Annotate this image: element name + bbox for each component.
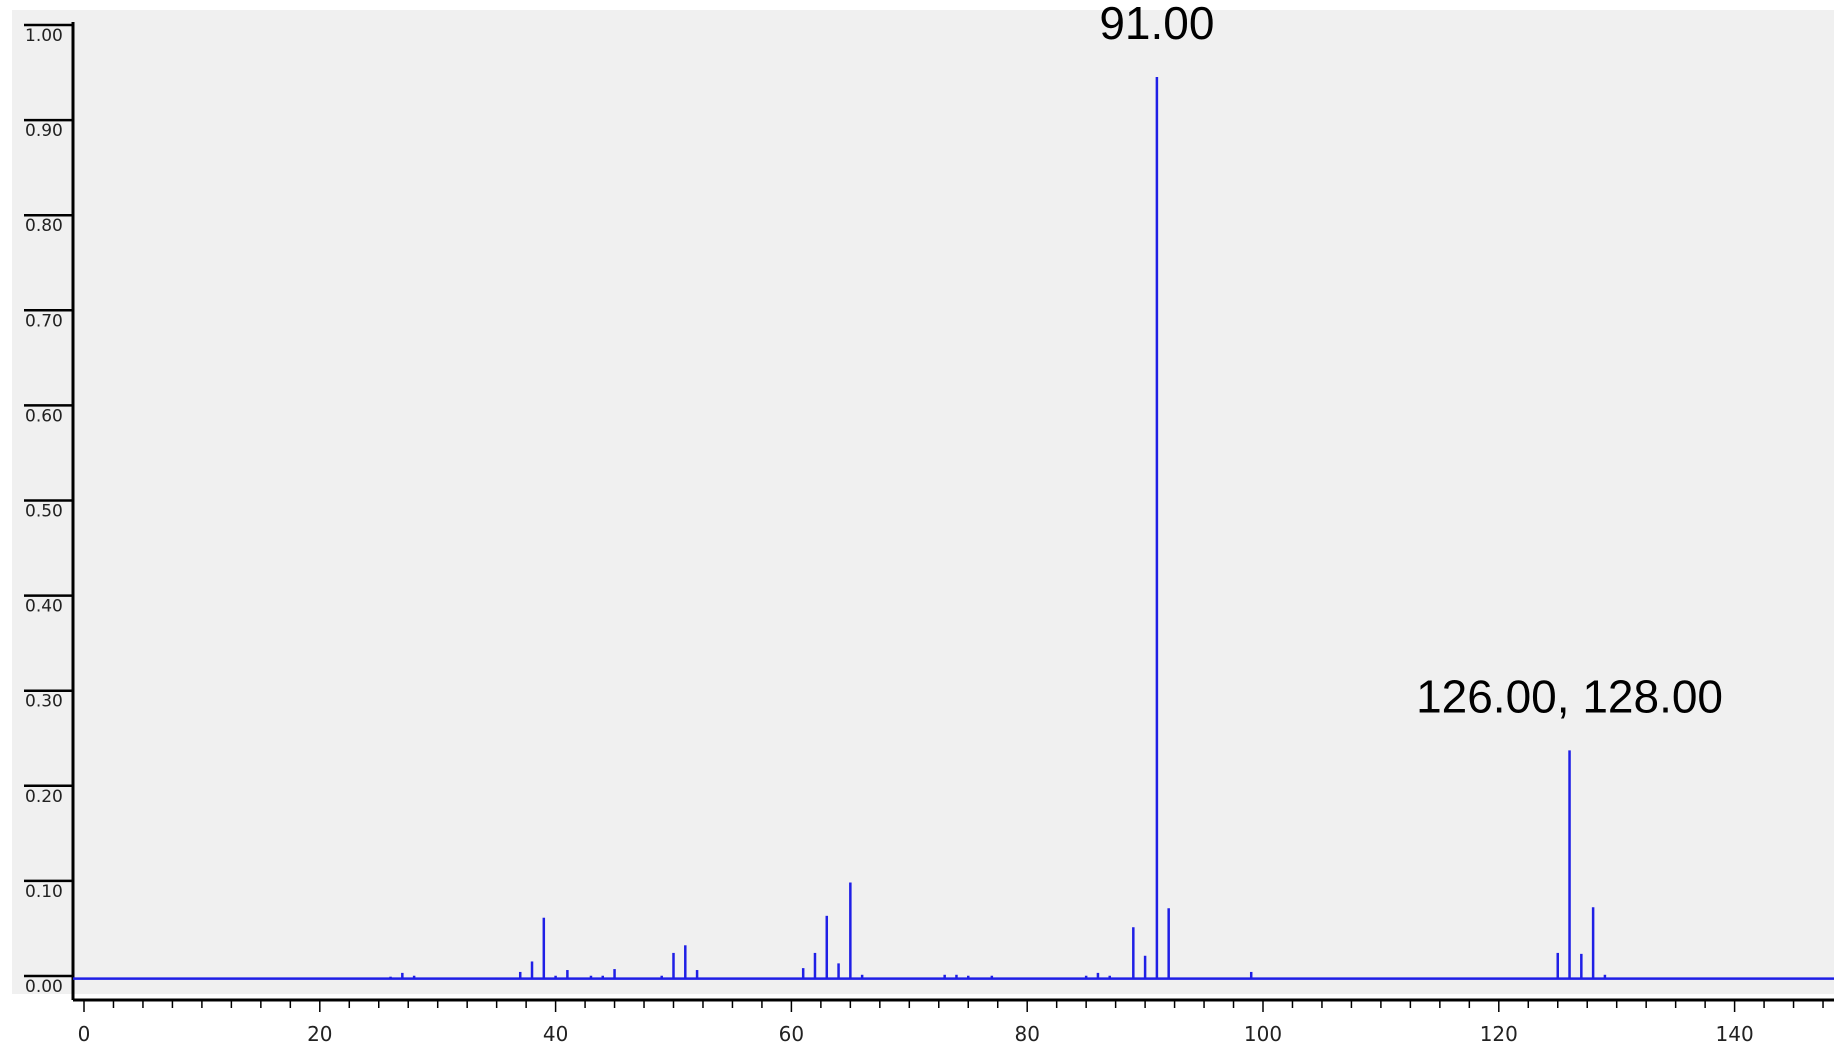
peak-annotations: 91.00 126.00, 128.00 [1099,0,1723,722]
x-tick-label: 60 [779,1022,804,1046]
x-tick-label: 20 [307,1022,332,1046]
x-tick-label: 120 [1480,1022,1518,1046]
y-axis: 0.00 0.10 0.20 0.30 0.40 0.50 0.60 0.70 0.80 0.90… [24,22,75,1000]
y-tick-label: 0.90 [25,121,63,141]
y-tick-label: 0.20 [25,787,63,807]
peak-annotation: 91.00 [1099,0,1214,49]
y-tick-label: 0.00 [25,977,63,997]
y-tick-label: 0.30 [25,692,63,712]
x-tick-label: 100 [1244,1022,1282,1046]
x-tick-label: 80 [1014,1022,1039,1046]
y-tick-label: 0.60 [25,406,63,426]
spectrum-series [73,77,1834,980]
y-tick-label: 0.70 [25,311,63,331]
y-tick-label: 0.10 [25,882,63,902]
y-tick-label: 1.00 [25,26,63,46]
x-axis: 0 20 40 60 80 100 120 140 [73,998,1834,1046]
y-tick-label: 0.80 [25,216,63,236]
x-tick-label: 140 [1716,1022,1754,1046]
x-tick-label: 40 [543,1022,568,1046]
plot-area [12,10,1834,994]
x-tick-label: 0 [78,1022,91,1046]
y-tick-label: 0.50 [25,502,63,522]
y-tick-label: 0.40 [25,597,63,617]
peak-annotation: 126.00, 128.00 [1416,670,1723,722]
